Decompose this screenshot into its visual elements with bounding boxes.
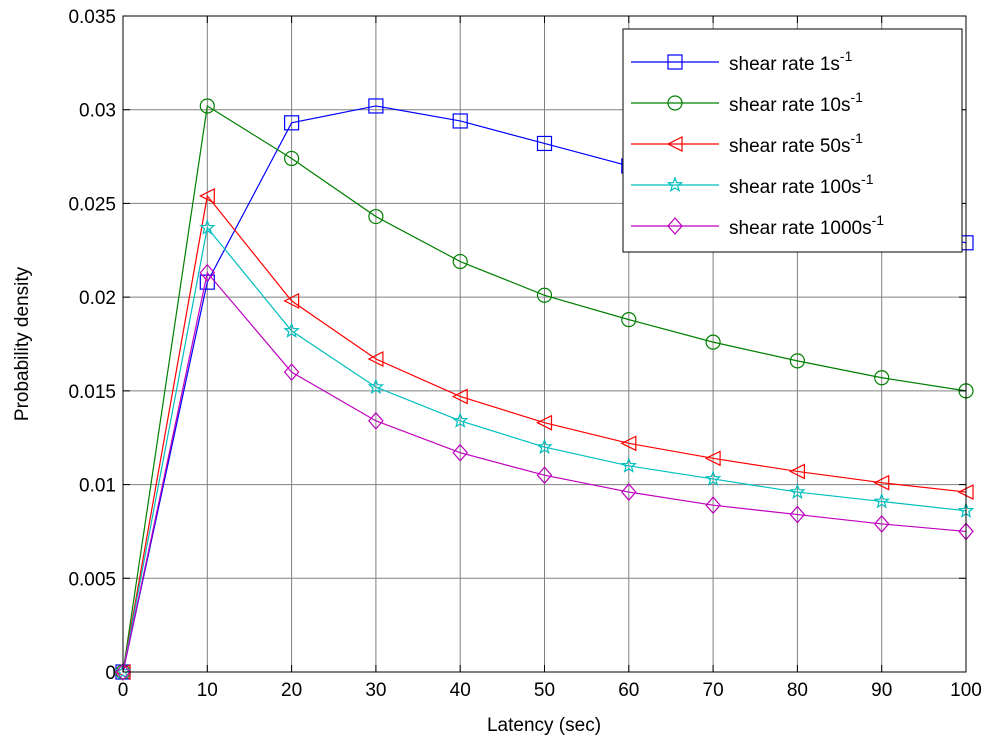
axis-ticks: 0 10 20 30 40 50 60 70 80 90 100 0 0.005 0.01 0.015 0.0…	[68, 7, 981, 701]
legend-marker	[666, 176, 684, 193]
x-axis-label: Latency (sec)	[487, 715, 601, 736]
legend-label-text: shear rate 50s	[729, 136, 850, 157]
data-point-marker	[115, 663, 131, 681]
data-point-marker	[873, 474, 890, 491]
data-point-marker	[704, 470, 722, 486]
data-point-marker	[620, 435, 637, 452]
x-tick-label: 20	[281, 680, 302, 701]
legend-label-text: shear rate 1000s	[729, 218, 872, 239]
x-tick-label: 50	[534, 680, 555, 701]
series-line	[122, 104, 967, 673]
data-point-marker	[452, 253, 468, 270]
series-line	[122, 194, 967, 673]
data-point-marker	[283, 363, 300, 382]
data-point-marker	[620, 457, 638, 473]
data-point-marker	[199, 98, 215, 114]
series-line	[122, 271, 967, 673]
y-tick-label: 0	[105, 663, 116, 684]
data-point-marker	[789, 483, 806, 500]
y-tick-label: 0.005	[68, 569, 116, 590]
legend-label: shear rate 100s-1	[729, 171, 874, 198]
data-point-marker	[536, 438, 553, 455]
data-point-marker	[704, 450, 721, 467]
series-line	[122, 226, 967, 673]
y-tick-label: 0.015	[68, 382, 116, 403]
series-group	[114, 98, 975, 681]
data-point-marker	[368, 98, 384, 114]
data-point-marker	[789, 463, 806, 480]
series-1	[115, 98, 974, 680]
data-point-marker	[452, 443, 468, 462]
data-point-marker	[452, 113, 468, 129]
legend-marker	[667, 217, 683, 235]
data-point-marker	[705, 496, 721, 515]
data-point-marker	[536, 287, 553, 303]
data-point-marker	[283, 292, 300, 309]
x-tick-label: 100	[950, 680, 982, 701]
x-tick-label: 40	[450, 680, 471, 701]
y-tick-label: 0.035	[68, 7, 116, 28]
legend-label: shear rate 1000s-1	[729, 212, 884, 239]
x-tick-label: 90	[871, 680, 892, 701]
data-point-marker	[874, 370, 890, 386]
data-point-marker	[621, 312, 637, 328]
legend-label-superscript: -1	[872, 212, 885, 228]
x-tick-label: 10	[197, 680, 218, 701]
data-point-marker	[451, 388, 468, 405]
data-point-marker	[198, 187, 215, 204]
data-point-marker	[368, 208, 384, 225]
legend-label-text: shear rate 100s	[729, 177, 861, 198]
data-point-marker	[199, 219, 216, 235]
series-4	[115, 263, 974, 681]
legend-label-superscript: -1	[850, 130, 863, 146]
legend-label: shear rate 50s-1	[729, 130, 863, 157]
legend-label-text: shear rate 10s	[729, 95, 850, 116]
series-3	[114, 219, 975, 680]
legend-label: shear rate 10s-1	[729, 89, 863, 116]
data-point-marker	[283, 322, 300, 338]
legend-label-text: shear rate 1s	[729, 54, 840, 75]
legend-label-superscript: -1	[850, 89, 863, 105]
data-point-marker	[705, 334, 721, 350]
y-axis-label: Probability density	[12, 266, 33, 421]
legend-marker	[667, 54, 683, 70]
x-tick-label: 80	[787, 680, 808, 701]
legend-box	[622, 28, 963, 253]
y-tick-label: 0.01	[79, 476, 116, 497]
data-point-marker	[199, 263, 216, 282]
data-point-marker	[367, 378, 385, 395]
data-point-marker	[873, 492, 890, 509]
x-tick-label: 0	[118, 680, 129, 701]
data-point-marker	[621, 483, 637, 501]
legend-label-superscript: -1	[840, 48, 853, 64]
data-point-marker	[536, 135, 553, 152]
data-point-marker	[536, 466, 553, 485]
legend-label: shear rate 1s-1	[729, 48, 853, 75]
legend-label-superscript: -1	[861, 171, 874, 187]
x-tick-label: 60	[618, 680, 639, 701]
y-tick-label: 0.03	[79, 101, 116, 122]
x-tick-label: 70	[703, 680, 724, 701]
data-point-marker	[451, 412, 469, 428]
data-point-marker	[789, 353, 806, 369]
data-point-marker	[368, 411, 384, 430]
data-point-marker	[284, 150, 300, 167]
data-point-marker	[789, 505, 806, 524]
data-point-marker	[284, 115, 300, 131]
legend-marker	[667, 95, 683, 111]
x-tick-label: 30	[365, 680, 386, 701]
data-point-marker	[873, 515, 890, 533]
data-point-marker	[367, 351, 384, 367]
legend-marker	[666, 136, 683, 152]
y-tick-label: 0.02	[79, 288, 116, 309]
data-point-marker	[536, 414, 553, 431]
y-tick-label: 0.025	[68, 194, 116, 215]
